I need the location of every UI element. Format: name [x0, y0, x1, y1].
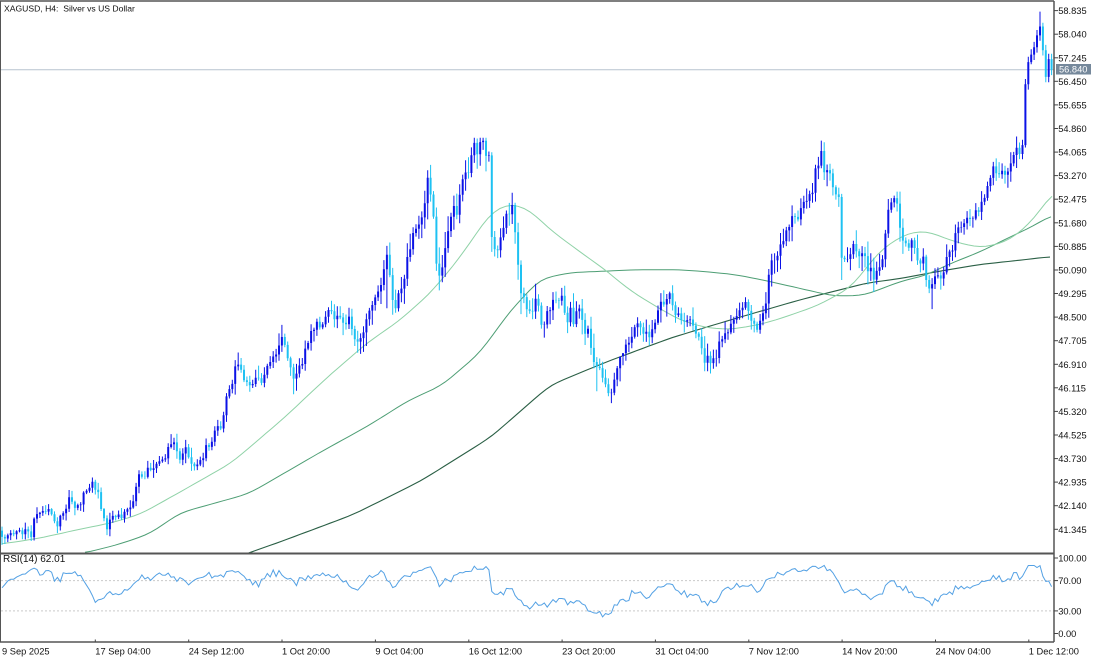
svg-text:50.090: 50.090 [1058, 266, 1086, 276]
svg-text:49.295: 49.295 [1058, 289, 1086, 299]
svg-text:54.065: 54.065 [1058, 148, 1086, 158]
svg-text:XAGUSD, H4: Silver vs US Doll: XAGUSD, H4: Silver vs US Dollar [4, 4, 135, 14]
svg-text:52.475: 52.475 [1058, 195, 1086, 205]
svg-text:44.525: 44.525 [1058, 431, 1086, 441]
svg-text:1 Oct 20:00: 1 Oct 20:00 [282, 647, 330, 657]
svg-text:58.040: 58.040 [1058, 30, 1086, 40]
svg-text:55.655: 55.655 [1058, 100, 1086, 110]
svg-text:9 Sep 2025: 9 Sep 2025 [2, 647, 50, 657]
svg-text:0.00: 0.00 [1058, 629, 1076, 639]
svg-text:56.840: 56.840 [1059, 65, 1087, 75]
svg-text:42.140: 42.140 [1058, 501, 1086, 511]
svg-text:31 Oct 04:00: 31 Oct 04:00 [655, 647, 708, 657]
svg-text:70.00: 70.00 [1058, 576, 1081, 586]
svg-text:58.835: 58.835 [1058, 6, 1086, 16]
svg-text:42.935: 42.935 [1058, 478, 1086, 488]
svg-text:56.450: 56.450 [1058, 77, 1086, 87]
svg-text:48.500: 48.500 [1058, 313, 1086, 323]
svg-text:RSI(14) 62.01: RSI(14) 62.01 [3, 554, 66, 565]
svg-text:47.705: 47.705 [1058, 336, 1086, 346]
svg-text:14 Nov 20:00: 14 Nov 20:00 [842, 647, 897, 657]
svg-text:100.00: 100.00 [1058, 554, 1086, 564]
svg-text:24 Nov 04:00: 24 Nov 04:00 [936, 647, 991, 657]
svg-text:30.00: 30.00 [1058, 606, 1081, 616]
svg-text:41.345: 41.345 [1058, 525, 1086, 535]
svg-text:53.270: 53.270 [1058, 171, 1086, 181]
svg-text:24 Sep 12:00: 24 Sep 12:00 [189, 647, 244, 657]
svg-text:50.885: 50.885 [1058, 242, 1086, 252]
svg-text:46.115: 46.115 [1058, 383, 1086, 393]
svg-text:23 Oct 20:00: 23 Oct 20:00 [562, 647, 615, 657]
svg-text:43.730: 43.730 [1058, 454, 1086, 464]
svg-text:17 Sep 04:00: 17 Sep 04:00 [95, 647, 150, 657]
svg-text:1 Dec 12:00: 1 Dec 12:00 [1029, 647, 1079, 657]
svg-text:9 Oct 04:00: 9 Oct 04:00 [375, 647, 423, 657]
svg-text:16 Oct 12:00: 16 Oct 12:00 [469, 647, 522, 657]
svg-text:45.320: 45.320 [1058, 407, 1086, 417]
svg-text:54.860: 54.860 [1058, 124, 1086, 134]
svg-text:7 Nov 12:00: 7 Nov 12:00 [749, 647, 799, 657]
svg-text:57.245: 57.245 [1058, 53, 1086, 63]
svg-text:46.910: 46.910 [1058, 360, 1086, 370]
svg-text:51.680: 51.680 [1058, 218, 1086, 228]
